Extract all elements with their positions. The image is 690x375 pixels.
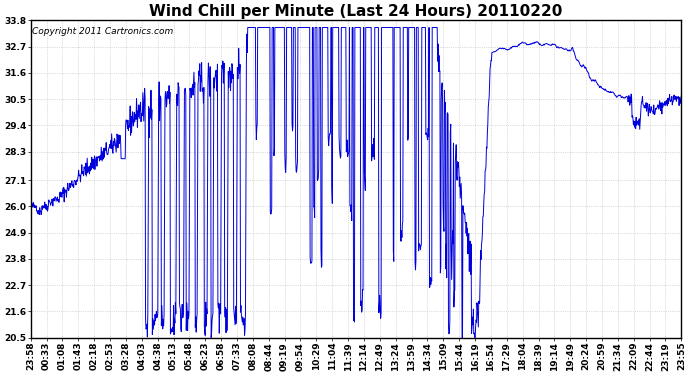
Title: Wind Chill per Minute (Last 24 Hours) 20110220: Wind Chill per Minute (Last 24 Hours) 20… (149, 4, 563, 19)
Text: Copyright 2011 Cartronics.com: Copyright 2011 Cartronics.com (32, 27, 173, 36)
